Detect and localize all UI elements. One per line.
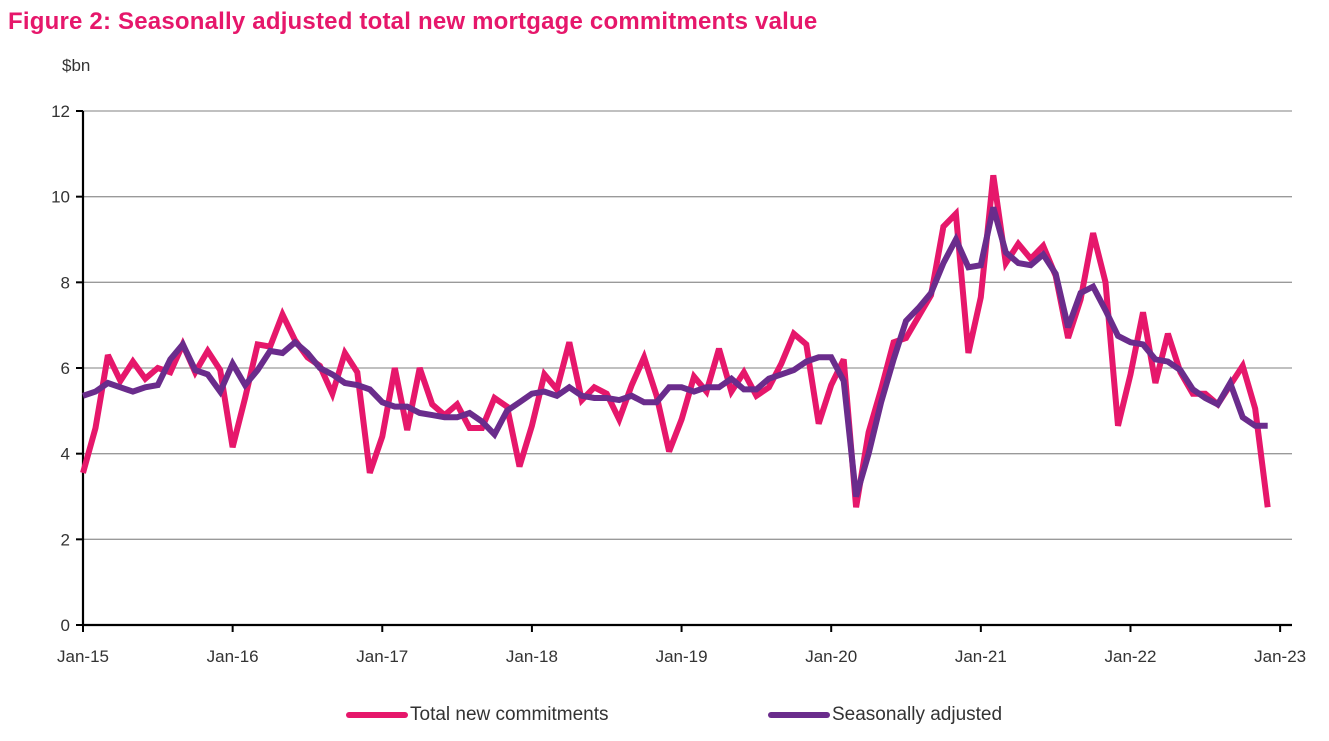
x-tick-label: Jan-19	[656, 647, 708, 666]
x-tick-label: Jan-18	[506, 647, 558, 666]
x-tick-label: Jan-22	[1104, 647, 1156, 666]
legend-item-seasonally-adjusted: Seasonally adjusted	[768, 704, 1002, 726]
y-tick-label: 12	[51, 102, 70, 121]
x-tick-labels: Jan-15 Jan-16 Jan-17 Jan-18 Jan-19 Jan-20 Jan-…	[57, 647, 1306, 666]
axes	[76, 110, 1292, 632]
x-tick-label: Jan-16	[207, 647, 259, 666]
series-line-total-new-commitments	[80, 174, 1271, 508]
legend-label-seasonally-adjusted: Seasonally adjusted	[832, 704, 1003, 725]
legend-item-total: Total new commitments	[346, 704, 609, 726]
x-tick-label: Jan-21	[955, 647, 1007, 666]
x-tick-label: Jan-17	[356, 647, 408, 666]
gridlines	[83, 110, 1292, 540]
y-tick-label: 8	[61, 273, 70, 292]
y-tick-label: 2	[61, 530, 70, 549]
legend-swatch-total	[346, 712, 408, 718]
series-line-seasonally-adjusted	[82, 206, 1268, 498]
series-lines	[80, 174, 1271, 508]
chart-title: Figure 2: Seasonally adjusted total new …	[8, 8, 818, 35]
legend-label-total: Total new commitments	[410, 704, 609, 725]
y-axis-unit-label: $bn	[62, 56, 91, 75]
y-tick-label: 4	[61, 445, 70, 464]
legend-swatch-seasonally-adjusted	[768, 712, 830, 718]
y-tick-label: 0	[61, 616, 70, 635]
x-tick-label: Jan-23	[1254, 647, 1306, 666]
y-tick-label: 10	[51, 188, 70, 207]
x-tick-label: Jan-15	[57, 647, 109, 666]
y-tick-labels: 0 2 4 6 8 10 12	[51, 102, 70, 635]
legend: Total new commitments Seasonally adjuste…	[0, 704, 1329, 732]
y-tick-label: 6	[61, 359, 70, 378]
x-tick-label: Jan-20	[805, 647, 857, 666]
